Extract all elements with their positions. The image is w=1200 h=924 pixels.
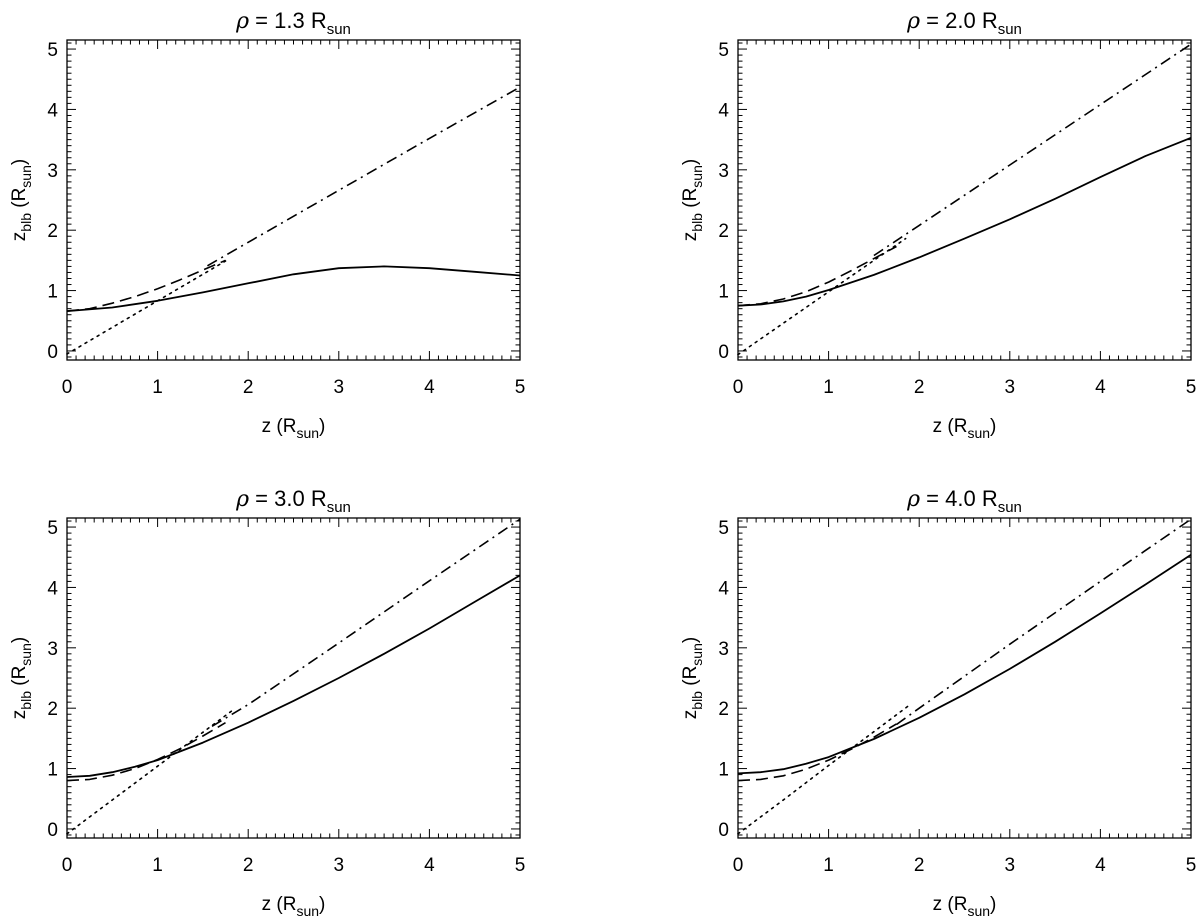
y-axis-label: zblb (Rsun) xyxy=(9,159,34,241)
y-tick-label: 3 xyxy=(718,161,729,182)
series-line-solid xyxy=(737,136,1192,307)
x-tick-label: 2 xyxy=(914,377,925,398)
y-tick-label: 1 xyxy=(47,282,58,303)
x-tick-label: 5 xyxy=(1186,855,1197,876)
x-tick-label: 2 xyxy=(914,855,925,876)
x-tick-label: 0 xyxy=(62,855,73,876)
series-line-solid xyxy=(66,265,521,312)
series-line-dotted xyxy=(737,703,911,835)
panel-1: 0 1 2 3 4 5 0 1 2 3 4 5 ρ = 1.3 Rsun z (Rsun) zblb (Rs… xyxy=(9,8,525,441)
series-line-solid xyxy=(737,554,1192,775)
y-tick-label: 4 xyxy=(47,100,58,121)
series-line-solid xyxy=(66,574,521,778)
y-tick-label: 0 xyxy=(47,820,58,841)
x-tick-label: 1 xyxy=(823,855,834,876)
y-tick-label: 2 xyxy=(47,699,58,720)
y-tick-label: 0 xyxy=(47,342,58,363)
x-axis-label: z (Rsun) xyxy=(262,416,326,441)
y-tick-label: 4 xyxy=(47,578,58,599)
x-tick-label: 4 xyxy=(424,377,435,398)
x-tick-label: 1 xyxy=(823,377,834,398)
tick-marks xyxy=(66,40,521,360)
x-tick-label: 3 xyxy=(1005,377,1016,398)
x-tick-label: 1 xyxy=(152,377,163,398)
y-tick-label: 5 xyxy=(47,40,58,61)
x-tick-label: 5 xyxy=(1186,377,1197,398)
x-tick-label: 0 xyxy=(62,377,73,398)
tick-marks xyxy=(737,518,1192,838)
x-tick-label: 5 xyxy=(515,855,526,876)
x-tick-label: 0 xyxy=(733,855,744,876)
x-tick-label: 0 xyxy=(733,377,744,398)
plot-frame xyxy=(66,39,521,361)
series-line-dotted xyxy=(66,707,236,835)
y-tick-label: 5 xyxy=(718,40,729,61)
x-tick-label: 4 xyxy=(424,855,435,876)
x-axis-label: z (Rsun) xyxy=(933,894,997,919)
y-tick-label: 1 xyxy=(718,760,729,781)
y-axis-label: zblb (Rsun) xyxy=(9,637,34,719)
plot-frame xyxy=(737,39,1192,361)
series-line-dashed xyxy=(737,723,897,782)
series-line-dashed xyxy=(66,722,226,782)
y-tick-label: 1 xyxy=(718,282,729,303)
x-axis-label: z (Rsun) xyxy=(262,894,326,919)
y-tick-label: 4 xyxy=(718,100,729,121)
series-line-dashdot xyxy=(896,518,1192,726)
x-tick-label: 2 xyxy=(243,855,254,876)
y-axis-label: zblb (Rsun) xyxy=(680,159,705,241)
tick-marks xyxy=(66,518,521,838)
x-axis-label: z (Rsun) xyxy=(933,416,997,441)
series-line-dashdot xyxy=(211,518,521,727)
series-line-dotted xyxy=(66,260,227,355)
panel-2: 0 1 2 3 4 5 0 1 2 3 4 5 ρ = 2.0 Rsun z (Rsun) zblb (Rs… xyxy=(680,8,1196,441)
y-tick-label: 2 xyxy=(718,221,729,242)
series-line-dotted xyxy=(737,237,907,356)
x-tick-label: 5 xyxy=(515,377,526,398)
panel-title: ρ = 1.3 Rsun xyxy=(235,8,351,38)
x-tick-label: 4 xyxy=(1095,855,1106,876)
panel-4: 0 1 2 3 4 5 0 1 2 3 4 5 ρ = 4.0 Rsun z (Rsun) zblb (Rs… xyxy=(680,486,1196,919)
x-tick-label: 3 xyxy=(334,377,345,398)
y-tick-label: 2 xyxy=(47,221,58,242)
series-line-dashed xyxy=(737,245,897,307)
y-tick-label: 5 xyxy=(718,518,729,539)
y-tick-label: 4 xyxy=(718,578,729,599)
series-line-dashdot xyxy=(207,86,521,267)
y-tick-label: 0 xyxy=(718,342,729,363)
y-tick-label: 3 xyxy=(47,161,58,182)
panel-title: ρ = 4.0 Rsun xyxy=(906,486,1022,516)
panel-title: ρ = 2.0 Rsun xyxy=(906,8,1022,38)
y-tick-label: 2 xyxy=(718,699,729,720)
y-tick-label: 3 xyxy=(47,639,58,660)
y-tick-label: 5 xyxy=(47,518,58,539)
x-tick-label: 4 xyxy=(1095,377,1106,398)
y-tick-label: 0 xyxy=(718,820,729,841)
plot-frame xyxy=(66,517,521,839)
tick-marks xyxy=(737,40,1192,360)
y-axis-label: zblb (Rsun) xyxy=(680,637,705,719)
x-tick-label: 3 xyxy=(334,855,345,876)
series-line-dashed xyxy=(66,259,226,312)
x-tick-label: 2 xyxy=(243,377,254,398)
y-tick-label: 3 xyxy=(718,639,729,660)
series-line-dashdot xyxy=(873,43,1192,257)
x-tick-label: 1 xyxy=(152,855,163,876)
x-tick-label: 3 xyxy=(1005,855,1016,876)
panel-title: ρ = 3.0 Rsun xyxy=(235,486,351,516)
y-tick-label: 1 xyxy=(47,760,58,781)
panel-3: 0 1 2 3 4 5 0 1 2 3 4 5 ρ = 3.0 Rsun z (Rsun) zblb (Rs… xyxy=(9,486,525,919)
